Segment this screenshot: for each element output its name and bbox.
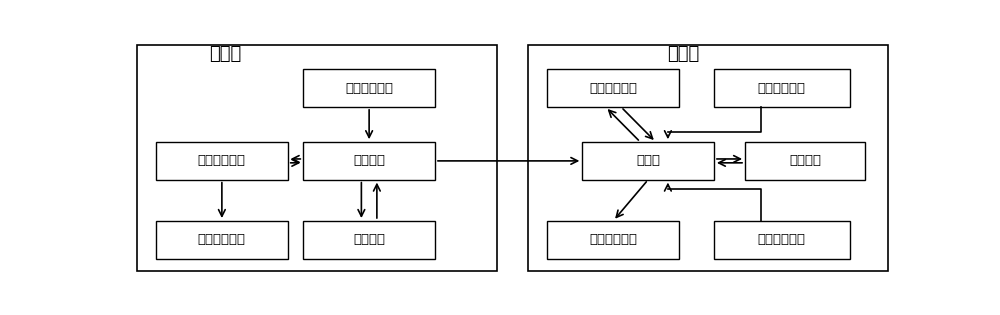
Text: 数据分析单元: 数据分析单元 xyxy=(198,154,246,167)
Bar xyxy=(303,142,435,180)
Text: 代充处理模块: 代充处理模块 xyxy=(589,233,637,246)
Text: 数据采集单元: 数据采集单元 xyxy=(198,233,246,246)
Text: 控制单元: 控制单元 xyxy=(353,233,385,246)
Bar xyxy=(582,142,714,180)
Text: 车载端: 车载端 xyxy=(210,45,242,63)
Text: 服务器: 服务器 xyxy=(667,45,699,63)
Bar xyxy=(156,221,288,259)
Text: 数据输入单元: 数据输入单元 xyxy=(345,82,393,94)
Text: 行驶处理模块: 行驶处理模块 xyxy=(589,82,637,94)
Bar xyxy=(303,221,435,259)
Bar xyxy=(547,69,679,107)
Text: 处理单元: 处理单元 xyxy=(353,154,385,167)
Bar xyxy=(303,69,435,107)
Bar xyxy=(714,69,850,107)
Bar xyxy=(714,221,850,259)
Bar xyxy=(547,221,679,259)
Text: 路面采集模块: 路面采集模块 xyxy=(758,233,806,246)
Bar xyxy=(745,142,865,180)
Text: 注册模块: 注册模块 xyxy=(789,154,821,167)
Text: 数据库: 数据库 xyxy=(636,154,660,167)
Bar xyxy=(156,142,288,180)
Bar xyxy=(137,45,497,271)
Text: 路口采集模块: 路口采集模块 xyxy=(758,82,806,94)
Bar xyxy=(528,45,888,271)
